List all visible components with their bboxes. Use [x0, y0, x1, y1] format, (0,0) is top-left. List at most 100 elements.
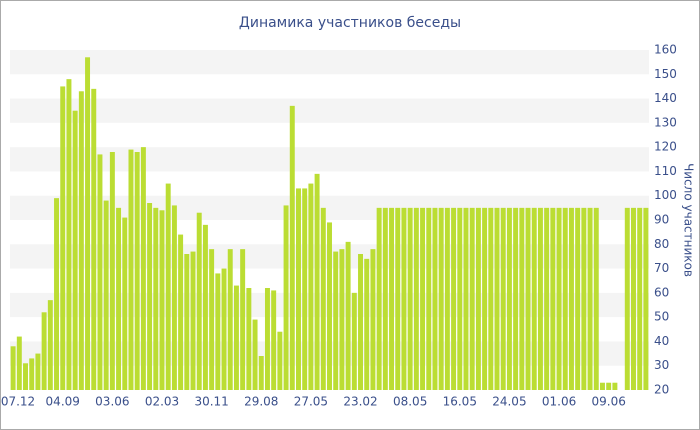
bar — [215, 273, 221, 390]
bar — [581, 207, 587, 390]
bar — [624, 207, 630, 390]
grid-band — [10, 50, 649, 75]
bar — [606, 382, 612, 390]
x-tick-label: 02.03 — [145, 395, 179, 409]
bar — [153, 207, 159, 390]
y-tick-label: 40 — [654, 334, 669, 348]
bar — [358, 254, 364, 390]
bar — [29, 358, 35, 390]
bar — [221, 268, 227, 390]
y-tick-label: 140 — [654, 91, 677, 105]
x-tick-label: 01.06 — [542, 395, 576, 409]
bar — [407, 207, 413, 390]
bar — [575, 207, 581, 390]
bar — [16, 336, 22, 390]
bar — [376, 207, 382, 390]
bar — [277, 331, 283, 390]
bar — [190, 251, 196, 390]
bar — [72, 110, 78, 390]
bar — [482, 207, 488, 390]
bar — [544, 207, 550, 390]
bar — [202, 224, 208, 390]
bar — [506, 207, 512, 390]
bar — [23, 363, 28, 390]
y-tick-label: 70 — [654, 261, 669, 275]
x-tick-label: 29.08 — [244, 395, 278, 409]
bar — [599, 382, 605, 390]
bar — [85, 57, 91, 391]
bar — [444, 207, 450, 390]
y-tick-label: 60 — [654, 285, 669, 299]
x-tick-label: 16.05 — [443, 395, 477, 409]
bar — [327, 222, 332, 390]
bar — [10, 346, 16, 390]
bar — [463, 207, 469, 390]
bar — [147, 203, 153, 390]
bar — [364, 258, 370, 390]
bar — [184, 254, 190, 390]
bar — [159, 210, 165, 390]
bar — [643, 207, 649, 390]
bar — [631, 207, 636, 390]
bar — [240, 249, 246, 390]
bar — [525, 207, 531, 390]
y-tick-label: 50 — [654, 310, 669, 324]
x-tick-label: 24.05 — [492, 395, 526, 409]
x-tick-label: 09.06 — [591, 395, 625, 409]
bar — [420, 207, 426, 390]
x-tick-label: 23.02 — [343, 395, 377, 409]
bar — [140, 147, 146, 390]
bar — [500, 207, 506, 390]
bar — [370, 249, 376, 390]
bar — [494, 207, 500, 390]
bar — [339, 249, 345, 390]
bar — [54, 198, 60, 390]
bar — [91, 88, 97, 390]
x-tick-label: 04.09 — [46, 395, 80, 409]
bar — [246, 288, 252, 390]
bar — [78, 91, 84, 391]
bar — [271, 290, 277, 390]
bar — [550, 207, 556, 390]
bar — [587, 207, 593, 390]
bar — [513, 207, 519, 390]
y-tick-label: 160 — [654, 43, 677, 57]
bar — [196, 212, 202, 390]
bar — [122, 217, 128, 390]
y-tick-label: 30 — [654, 358, 669, 372]
bar — [227, 249, 233, 390]
bar — [308, 183, 314, 390]
bar — [593, 207, 599, 390]
bar — [116, 207, 122, 390]
bar — [252, 319, 258, 390]
bar — [568, 207, 574, 390]
y-tick-label: 110 — [654, 164, 677, 178]
bar — [395, 207, 401, 390]
bar — [35, 353, 41, 390]
bar — [109, 152, 115, 390]
bar — [60, 86, 66, 390]
bar — [171, 205, 177, 390]
bar — [264, 288, 270, 390]
y-tick-label: 90 — [654, 213, 669, 227]
y-axis-title: Число участников — [682, 163, 696, 277]
bar — [178, 234, 184, 390]
bar — [531, 207, 537, 390]
y-tick-label: 100 — [654, 188, 677, 202]
bar — [47, 300, 53, 390]
bar — [295, 188, 301, 390]
bar — [66, 79, 72, 391]
bar — [637, 207, 643, 390]
bar — [103, 200, 109, 390]
bar — [556, 207, 562, 390]
y-tick-label: 120 — [654, 140, 677, 154]
bar — [97, 154, 103, 390]
x-tick-label: 08.05 — [393, 395, 427, 409]
bar — [128, 149, 134, 390]
bar — [432, 207, 438, 390]
bar — [209, 249, 215, 390]
bar — [351, 292, 357, 390]
y-tick-label: 80 — [654, 237, 669, 251]
chart-title: Динамика участников беседы — [239, 15, 461, 31]
